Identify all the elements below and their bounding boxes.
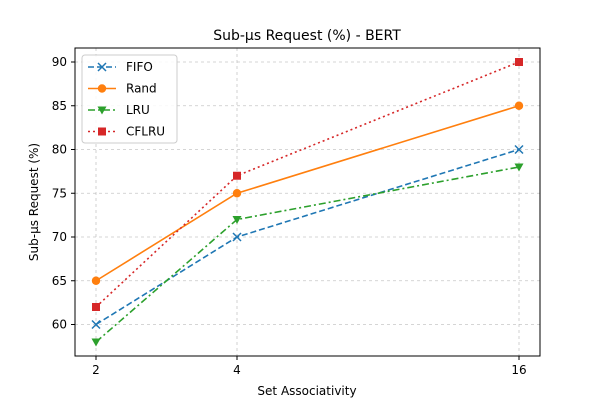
legend-label: Rand bbox=[126, 82, 157, 96]
data-point bbox=[92, 303, 100, 311]
plot-frame bbox=[74, 47, 541, 357]
legend-item: LRU bbox=[88, 103, 150, 117]
legend: FIFO Rand LRU CFLRU bbox=[81, 54, 178, 144]
series-layer bbox=[91, 58, 524, 347]
data-point bbox=[91, 276, 101, 285]
legend-item: Rand bbox=[88, 82, 157, 96]
legend-item: FIFO bbox=[88, 60, 153, 74]
data-point bbox=[514, 163, 524, 172]
y-tick-label: 85 bbox=[52, 99, 67, 113]
series-rand bbox=[91, 101, 524, 285]
y-tick-label: 75 bbox=[52, 186, 67, 200]
series-line bbox=[95, 61, 520, 308]
x-tick-label: 4 bbox=[233, 363, 241, 377]
x-tick-label: 16 bbox=[511, 363, 526, 377]
legend-marker bbox=[97, 106, 107, 115]
legend-marker bbox=[97, 84, 107, 93]
x-tick-label: 2 bbox=[92, 363, 100, 377]
legend-marker bbox=[98, 127, 106, 136]
data-point bbox=[91, 338, 101, 347]
data-point bbox=[232, 232, 242, 242]
data-point bbox=[514, 101, 524, 110]
legend-label: LRU bbox=[126, 103, 150, 117]
series-fifo bbox=[91, 144, 524, 330]
ticks: 2 4 16 60 65 70 75 80 85 90 bbox=[52, 55, 527, 377]
y-tick-label: 60 bbox=[52, 318, 67, 332]
data-point bbox=[232, 216, 242, 224]
data-point bbox=[91, 319, 101, 330]
series-cflru bbox=[92, 58, 523, 311]
data-point bbox=[232, 189, 242, 198]
series-lru bbox=[91, 163, 524, 347]
legend-label: FIFO bbox=[126, 60, 153, 74]
y-axis-title: Sub-µs Request (%) bbox=[27, 143, 41, 261]
legend-marker bbox=[97, 62, 107, 72]
data-point bbox=[514, 144, 524, 155]
legend-label: CFLRU bbox=[126, 125, 165, 139]
data-point bbox=[233, 171, 241, 180]
legend-item: CFLRU bbox=[88, 125, 165, 139]
legend-box bbox=[81, 54, 178, 144]
y-tick-label: 90 bbox=[52, 55, 67, 69]
data-point bbox=[515, 58, 523, 66]
y-tick-label: 70 bbox=[52, 230, 67, 244]
x-axis-title: Set Associativity bbox=[257, 384, 356, 398]
chart-title: Sub-µs Request (%) - BERT bbox=[213, 28, 401, 44]
y-tick-label: 80 bbox=[52, 143, 67, 157]
y-tick-label: 65 bbox=[52, 274, 67, 288]
